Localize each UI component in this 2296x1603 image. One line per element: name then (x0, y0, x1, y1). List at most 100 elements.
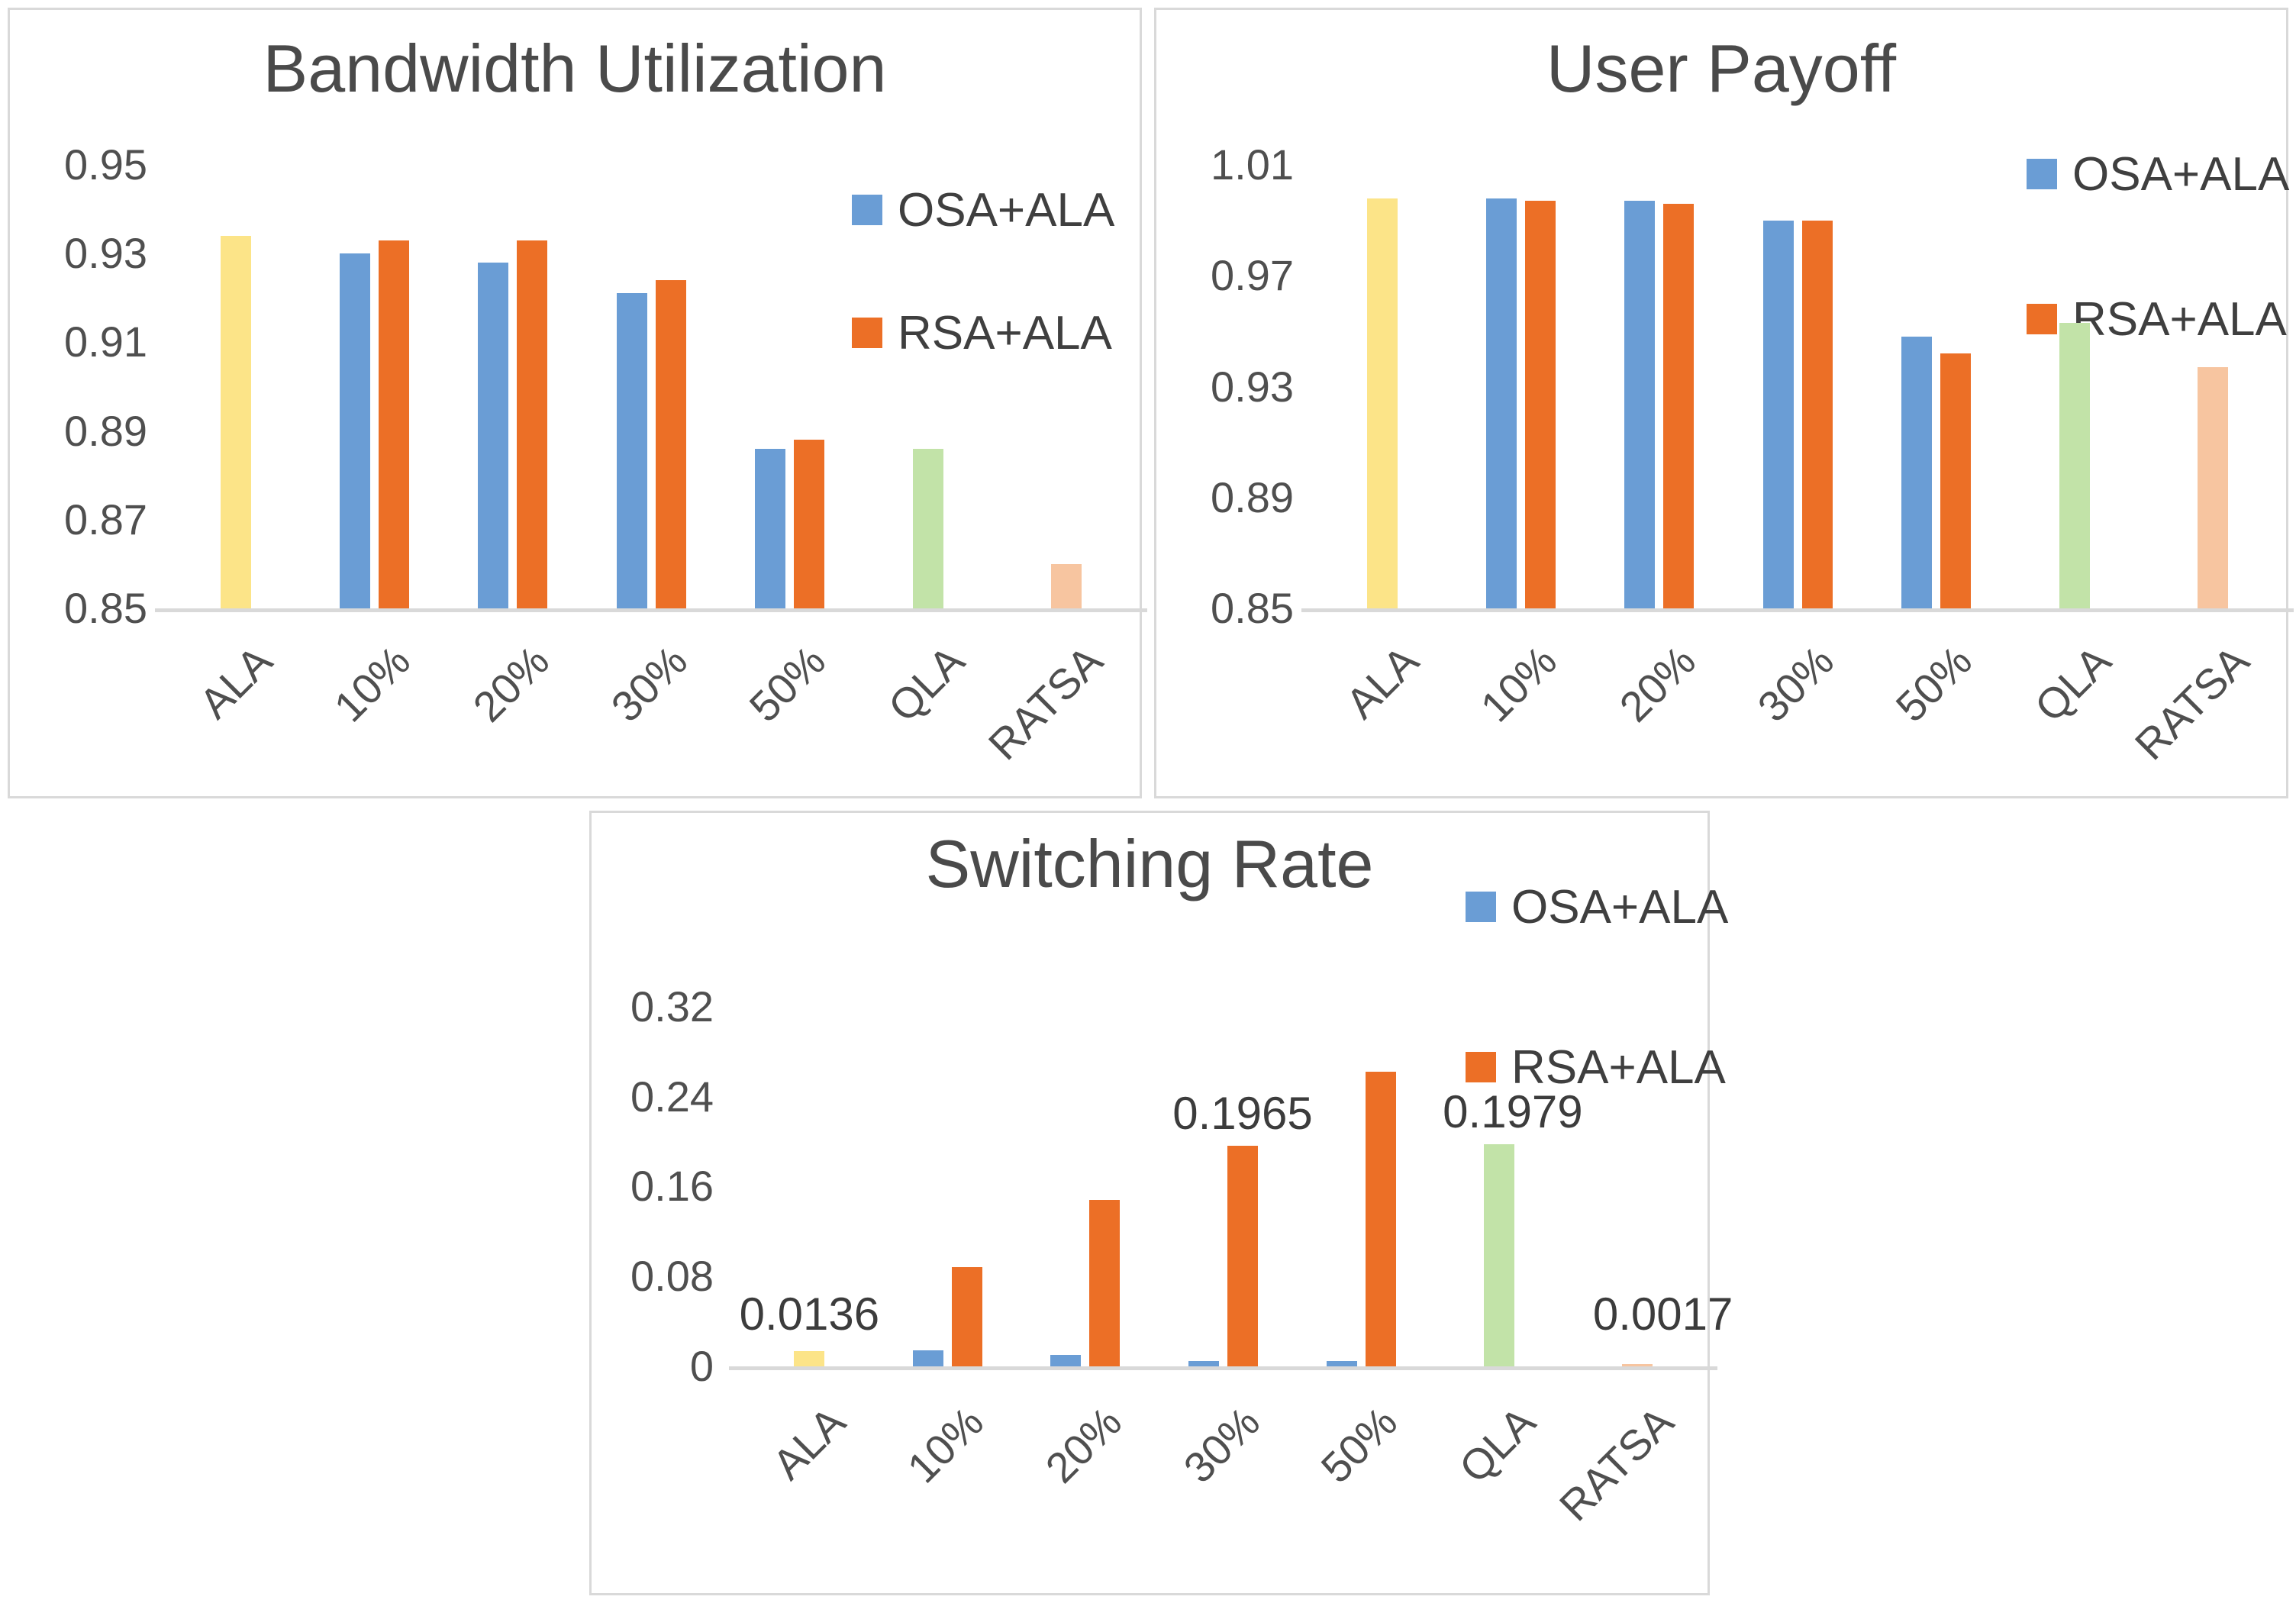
x-axis-category-label: ALA (1336, 636, 1427, 728)
bar-qla-qla (2059, 323, 2090, 608)
x-axis-category-label: 20% (463, 636, 558, 731)
y-axis-tick-label: 0.85 (1211, 584, 1294, 632)
legend-swatch-icon (1466, 1052, 1496, 1082)
bar-rsa-ala-20- (517, 240, 548, 608)
bar-rsa-ala-10- (1524, 201, 1556, 608)
legend-item-rsa-ala: RSA+ALA (2027, 292, 2287, 346)
bar-osa-ala-30- (1188, 1360, 1219, 1366)
legend-swatch-icon (2027, 304, 2057, 334)
legend-item-osa-ala: OSA+ALA (2027, 147, 2289, 201)
legend-item-osa-ala: OSA+ALA (1466, 880, 1728, 934)
x-axis-category-label: 30% (1748, 636, 1843, 731)
x-axis-category-label: 30% (601, 636, 697, 731)
bar-ala-ala (220, 235, 251, 608)
x-axis-category-label: QLA (879, 636, 974, 731)
x-axis-category-label: ALA (763, 1397, 855, 1489)
bar-qla-qla (912, 448, 943, 608)
x-axis-category-label: ALA (189, 636, 281, 728)
y-axis-tick-label: 0.87 (64, 495, 147, 543)
legend-swatch-icon (1466, 892, 1496, 922)
x-axis-category-label: 10% (324, 636, 420, 731)
x-axis-category-label: RATSA (1549, 1397, 1682, 1530)
bar-osa-ala-10- (912, 1350, 943, 1366)
x-axis-category-label: 10% (1471, 636, 1566, 731)
legend-swatch-icon (852, 195, 882, 225)
y-axis-tick-label: 0.89 (64, 406, 147, 455)
bar-osa-ala-20- (1624, 201, 1656, 608)
y-axis-tick-label: 0.93 (1211, 362, 1294, 411)
bar-osa-ala-50- (754, 448, 785, 608)
bar-rsa-ala-10- (951, 1267, 982, 1366)
legend-item-rsa-ala: RSA+ALA (852, 306, 1112, 360)
bar-data-label: 0.1965 (1172, 1087, 1313, 1139)
y-axis-tick-label: 0 (689, 1342, 714, 1390)
legend-label: OSA+ALA (2072, 147, 2290, 201)
x-axis-category-label: 10% (898, 1397, 993, 1492)
x-axis-category-label: QLA (1450, 1397, 1545, 1492)
x-axis-line (155, 608, 1147, 612)
bar-rsa-ala-50- (793, 440, 824, 608)
chart-title-user-payoff: User Payoff (1546, 31, 1897, 106)
legend-swatch-icon (2027, 159, 2057, 189)
y-axis-tick-label: 0.89 (1211, 473, 1294, 521)
y-axis-tick-label: 0.16 (630, 1162, 714, 1211)
bar-rsa-ala-30- (655, 280, 686, 608)
x-axis-category-label: 30% (1173, 1397, 1269, 1492)
legend-label: OSA+ALA (1511, 880, 1729, 934)
y-axis-tick-label: 1.01 (1211, 140, 1294, 189)
bar-osa-ala-30- (1762, 220, 1794, 608)
y-axis-tick-label: 0.24 (630, 1072, 714, 1121)
bar-rsa-ala-20- (1089, 1200, 1121, 1366)
bar-rsa-ala-50- (1940, 353, 1971, 608)
chart-title-bandwidth-utilization: Bandwidth Utilization (263, 31, 887, 106)
bar-osa-ala-10- (1485, 198, 1517, 608)
y-axis-tick-label: 0.93 (64, 229, 147, 278)
y-axis-tick-label: 0.85 (64, 584, 147, 632)
bar-rsa-ala-50- (1365, 1072, 1396, 1366)
bar-rsa-ala-30- (1227, 1145, 1258, 1366)
bar-ala-ala (794, 1350, 825, 1366)
legend-swatch-icon (852, 318, 882, 348)
legend-label: RSA+ALA (1511, 1040, 1726, 1094)
bar-ala-ala (1366, 198, 1398, 608)
legend-item-rsa-ala: RSA+ALA (1466, 1040, 1726, 1094)
legend-item-osa-ala: OSA+ALA (852, 183, 1114, 237)
x-axis-line (1301, 608, 2294, 612)
bar-ratsa-ratsa (1621, 1364, 1653, 1366)
bar-ratsa-ratsa (2198, 367, 2229, 608)
bar-ratsa-ratsa (1051, 563, 1082, 608)
y-axis-tick-label: 0.08 (630, 1252, 714, 1301)
bar-osa-ala-20- (1050, 1355, 1082, 1366)
bar-osa-ala-10- (339, 253, 370, 608)
chart-panel-bandwidth-utilization: Bandwidth Utilization OSA+ALA RSA+ALA 0.9… (8, 8, 1147, 798)
x-axis-category-label: RATSA (979, 636, 1112, 769)
x-axis-category-label: 20% (1610, 636, 1704, 731)
bar-osa-ala-30- (616, 293, 647, 608)
bar-data-label: 0.0017 (1592, 1289, 1733, 1340)
legend-label: OSA+ALA (898, 183, 1115, 237)
chart-panel-switching-rate: Switching Rate OSA+ALA RSA+ALA 0.32 0.24 0.… (589, 811, 1733, 1595)
y-axis-tick-label: 0.95 (64, 140, 147, 189)
chart-panel-user-payoff: User Payoff OSA+ALA RSA+ALA 1.01 0.97 0.93 0… (1154, 8, 2294, 798)
bar-osa-ala-20- (478, 262, 509, 608)
chart-title-switching-rate: Switching Rate (925, 826, 1374, 901)
bar-rsa-ala-20- (1663, 203, 1695, 608)
x-axis-category-label: 20% (1036, 1397, 1131, 1492)
bar-rsa-ala-10- (378, 240, 409, 608)
bar-data-label: 0.0136 (739, 1289, 880, 1340)
x-axis-category-label: QLA (2025, 636, 2120, 731)
x-axis-category-label: 50% (740, 636, 835, 731)
x-axis-category-label: RATSA (2125, 636, 2259, 769)
bar-osa-ala-50- (1901, 337, 1932, 608)
legend-label: RSA+ALA (2072, 292, 2287, 346)
y-axis-tick-label: 0.91 (64, 318, 147, 366)
bar-qla-qla (1483, 1143, 1514, 1366)
legend-label: RSA+ALA (898, 306, 1112, 360)
y-axis-tick-label: 0.32 (630, 982, 714, 1030)
x-axis-category-label: 50% (1886, 636, 1982, 731)
x-axis-category-label: 50% (1311, 1397, 1407, 1492)
bar-data-label: 0.1979 (1443, 1085, 1583, 1137)
bar-rsa-ala-30- (1801, 220, 1833, 608)
y-axis-tick-label: 0.97 (1211, 251, 1294, 300)
